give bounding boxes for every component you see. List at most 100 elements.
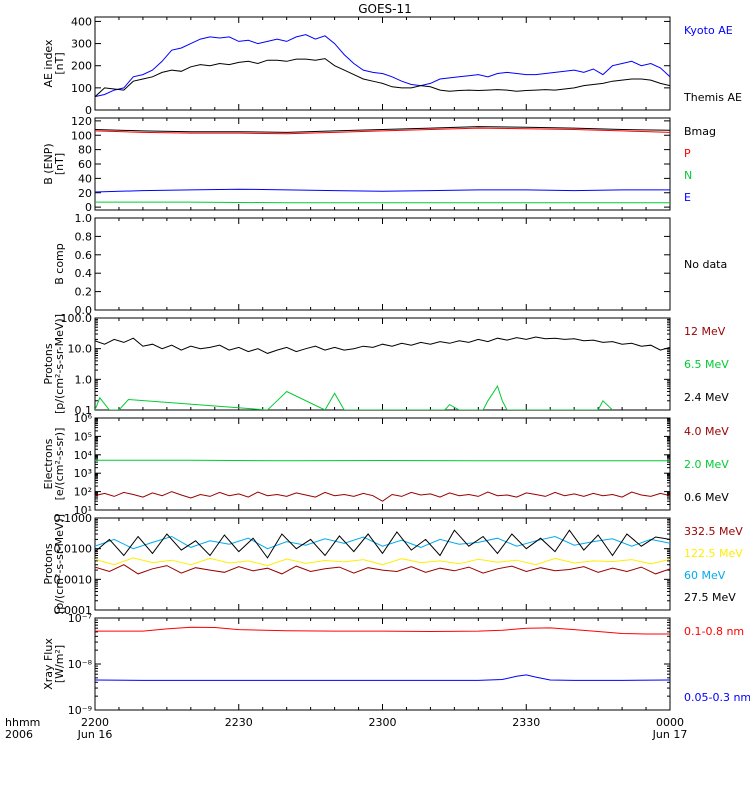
series-line-themis-ae	[95, 58, 670, 98]
time-tick-label: 2300	[369, 716, 397, 729]
y-tick-label: 200	[71, 60, 92, 73]
y-tick-label: 0.1	[75, 404, 93, 417]
series-line-332-5-mev	[95, 564, 670, 575]
time-tick-label: 2230	[225, 716, 253, 729]
series-line-0-05-0-3-nm	[95, 674, 670, 681]
series-group	[95, 34, 670, 98]
legend-entry: 0.6 MeV	[684, 491, 729, 504]
time-date-label: Jun 17	[652, 728, 688, 741]
series-line-6-5-mev	[95, 384, 613, 410]
y-axis-label-line: Protons	[42, 343, 55, 384]
y-axis-label-line: Protons	[42, 543, 55, 584]
y-tick-label: 400	[71, 15, 92, 28]
legend-entry: 27.5 MeV	[684, 591, 736, 604]
time-corner-label: hhmm	[5, 716, 40, 729]
y-tick-label: 100	[71, 129, 92, 142]
panel-frame	[94, 617, 671, 711]
panel-bcomp: 0.0 0.2 0.4 0.6 0.8 1.0 B comp No data	[53, 212, 727, 317]
y-axis-label-line: Xray Flux	[42, 638, 55, 690]
panel-ae: 0 100 200 300 400 AE index[nT] Kyoto AE Themis …	[42, 15, 742, 117]
y-tick-label: 0.4	[75, 267, 93, 280]
series-line-kyoto-ae	[95, 34, 670, 98]
y-tick-label: 1.0	[75, 373, 93, 386]
y-axis-label: AE index[nT]	[42, 39, 66, 88]
time-tick-label: 0000	[656, 716, 684, 729]
y-tick-label: 1.0	[75, 212, 93, 225]
y-tick-label: 0.0001	[54, 604, 93, 617]
y-tick-label: 0.6	[75, 249, 93, 262]
legend-entry: Themis AE	[683, 91, 742, 104]
series-group	[95, 418, 670, 502]
y-tick-label: 10⁻⁷	[68, 612, 92, 625]
legend-entry: 332.5 MeV	[684, 525, 743, 538]
y-tick-label: 100	[71, 82, 92, 95]
y-tick-label: 0.1000	[54, 512, 93, 525]
series-line-60-mev	[95, 535, 670, 550]
plot-title: GOES-11	[358, 2, 412, 16]
y-tick-label: 0.0	[75, 304, 93, 317]
legend-entry: 2.4 MeV	[684, 391, 729, 404]
y-tick-label: 80	[78, 144, 92, 157]
y-axis-label: B (ENP)[nT]	[42, 143, 66, 184]
y-tick-label: 60	[78, 158, 92, 171]
series-line-0-1-0-8-nm	[95, 626, 670, 635]
panel-frame	[94, 517, 671, 611]
series-line-27-5-mev	[95, 529, 670, 559]
y-tick-label: 0	[85, 201, 92, 214]
series-line-2-0-mev	[95, 459, 670, 462]
panel-frame	[94, 16, 671, 111]
y-axis-label-line: Electrons	[42, 438, 55, 489]
series-line-n	[95, 201, 670, 204]
time-tick-label: 2330	[512, 716, 540, 729]
y-axis-label: Electrons[e/(cm²-s-sr)]	[42, 428, 66, 501]
y-tick-label: 40	[78, 172, 92, 185]
series-line-e	[95, 188, 670, 193]
legend-entry: 0.1-0.8 nm	[684, 625, 744, 638]
legend-entry: N	[684, 169, 692, 182]
time-date-label: Jun 16	[77, 728, 113, 741]
y-tick-label: 0	[85, 104, 92, 117]
panel-electrons: 10¹ 10² 10³ 10⁴ 10⁵ 10⁶ Electrons[e/(cm²-s-sr)…	[42, 412, 729, 517]
y-tick-label: 0.0100	[54, 543, 93, 556]
y-tick-label: 100.0	[61, 312, 93, 325]
legend-entry: Bmag	[684, 125, 716, 138]
y-axis-label-line: [e/(cm²-s-sr)]	[53, 428, 66, 501]
y-axis-label: Protons[p/(cm²-s-sr-MeV)]	[42, 314, 66, 414]
y-axis-label-line: [nT]	[53, 52, 66, 74]
y-tick-label: 10¹	[74, 504, 92, 517]
time-tick-label: 2200	[81, 716, 109, 729]
legend-entry: P	[684, 147, 691, 160]
y-axis-label-line: [p/(cm²-s-sr-MeV)]	[53, 514, 66, 614]
y-tick-label: 0.0010	[54, 573, 93, 586]
panel-frame	[94, 217, 671, 311]
legend-entry: 6.5 MeV	[684, 358, 729, 371]
y-tick-label: 10⁻⁸	[68, 658, 93, 671]
series-group	[95, 336, 670, 410]
y-tick-label: 10⁵	[74, 430, 92, 443]
y-axis-label-line: AE index	[42, 39, 55, 88]
legend-entry: Kyoto AE	[684, 24, 733, 37]
series-group	[95, 626, 670, 681]
y-tick-label: 10³	[74, 467, 92, 480]
legend-entry: 60 MeV	[684, 569, 726, 582]
y-axis-label-line: B (ENP)	[42, 143, 55, 184]
panel-frame	[94, 317, 671, 411]
y-axis-label: B comp	[53, 243, 66, 285]
series-line-2-4-mev	[95, 336, 670, 354]
no-data-label: No data	[684, 258, 727, 271]
y-axis-label-line: [W/m²]	[53, 645, 66, 683]
legend-entry: 122.5 MeV	[684, 547, 743, 560]
y-tick-label: 10⁶	[74, 412, 93, 425]
y-axis-label: Xray Flux[W/m²]	[42, 638, 66, 690]
series-line-122-5-mev	[95, 557, 670, 567]
legend-entry: E	[684, 191, 691, 204]
legend-entry: 2.0 MeV	[684, 458, 729, 471]
legend-entry: 4.0 MeV	[684, 425, 729, 438]
y-tick-label: 20	[78, 187, 92, 200]
y-axis-label-line: B comp	[53, 243, 66, 285]
series-group	[95, 126, 670, 204]
panel-protons_high: 0.0001 0.0010 0.0100 0.1000 Protons[p/(cm²-s…	[42, 512, 743, 617]
